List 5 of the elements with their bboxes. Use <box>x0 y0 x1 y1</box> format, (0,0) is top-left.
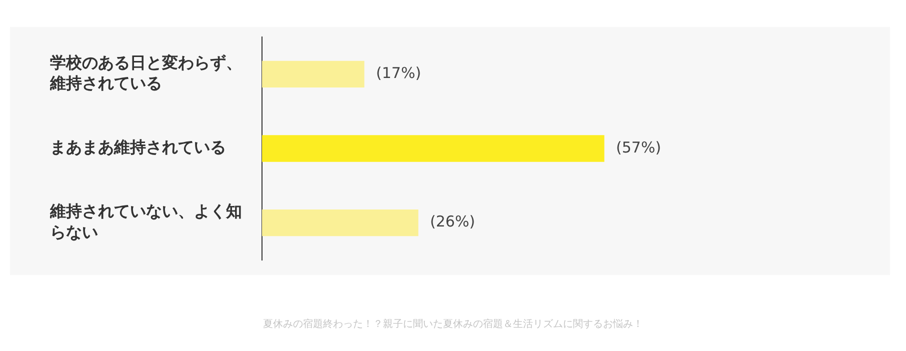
text: 夏休みの宿題終わった！？親子に聞いた夏休みの宿題＆生活リズムに関するお悩み！ <box>262 318 644 331</box>
data-label: (57%) <box>616 138 662 156</box>
y-tick-label: まあまあ維持されている <box>50 138 226 157</box>
data-label: (26%) <box>430 212 476 231</box>
data-label: (17%) <box>376 64 422 82</box>
